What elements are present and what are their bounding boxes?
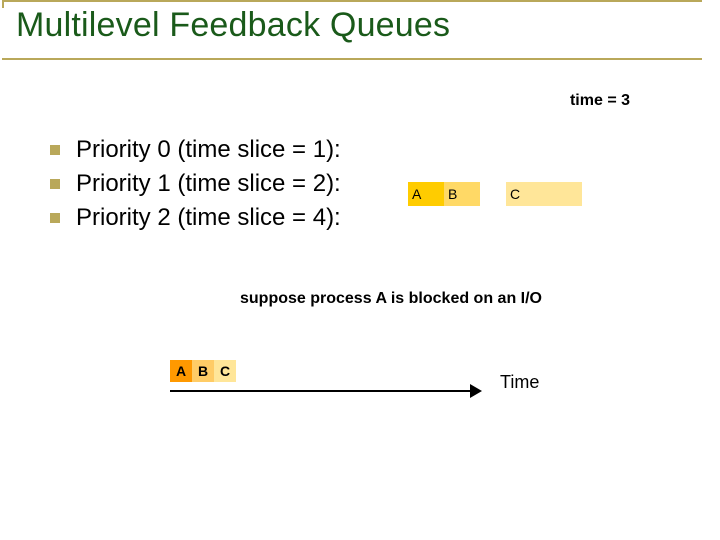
timeline: ABC [170, 360, 490, 398]
bullet-list: Priority 0 (time slice = 1): Priority 1 … [50, 130, 341, 238]
slide: Multilevel Feedback Queues time = 3 Prio… [0, 0, 720, 540]
bullet-icon [50, 213, 60, 223]
bullet-row: Priority 2 (time slice = 4): [50, 204, 341, 232]
timeline-chip: B [192, 360, 214, 382]
note-text: suppose process A is blocked on an I/O [240, 290, 542, 308]
axis-line [170, 390, 470, 392]
title-wrap: Multilevel Feedback Queues [16, 6, 450, 45]
time-axis-label: Time [500, 372, 539, 393]
bullet-row: Priority 1 (time slice = 2): [50, 170, 341, 198]
bullet-icon [50, 145, 60, 155]
timeline-chip: A [170, 360, 192, 382]
time-axis [170, 384, 490, 398]
bullet-row: Priority 0 (time slice = 1): [50, 136, 341, 164]
title-rule-bottom [2, 58, 702, 60]
bullet-text: Priority 2 (time slice = 4): [76, 204, 341, 232]
time-label: time = 3 [570, 92, 630, 110]
bullet-text: Priority 0 (time slice = 1): [76, 136, 341, 164]
queue-chip: C [506, 182, 582, 206]
queue-chip: A [408, 182, 444, 206]
bullet-text: Priority 1 (time slice = 2): [76, 170, 341, 198]
slide-title: Multilevel Feedback Queues [16, 6, 450, 45]
bullet-icon [50, 179, 60, 189]
timeline-chip: C [214, 360, 236, 382]
queue-chip: B [444, 182, 480, 206]
timeline-chips: ABC [170, 360, 490, 382]
axis-arrow-icon [470, 384, 482, 398]
